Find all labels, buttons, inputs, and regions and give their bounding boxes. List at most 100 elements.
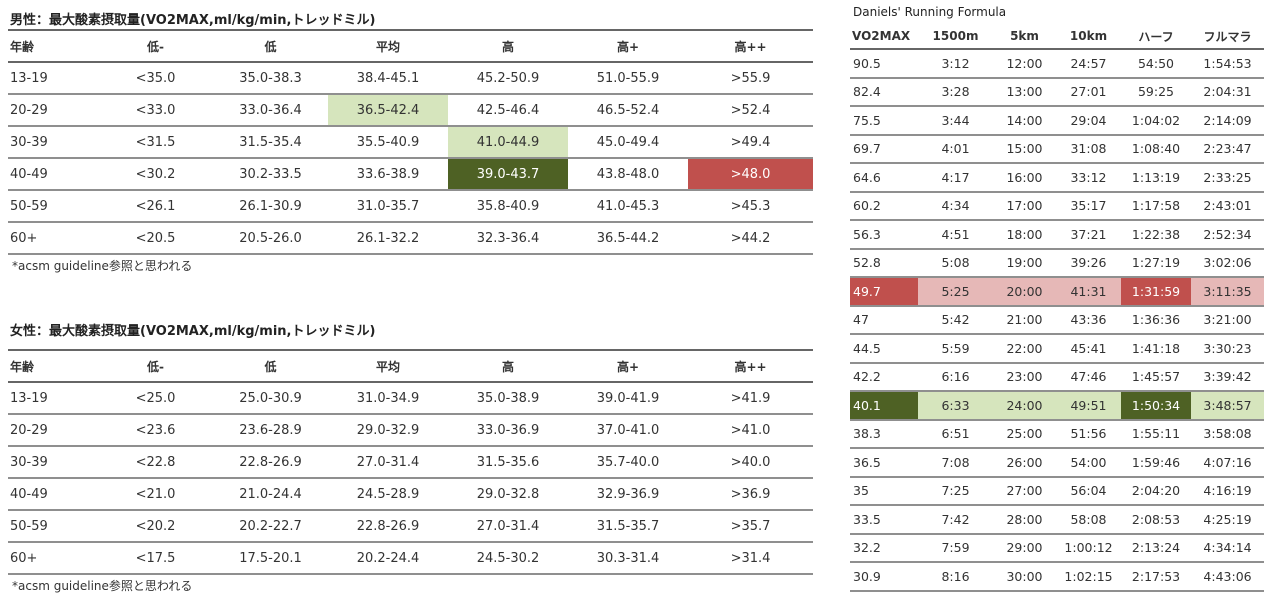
- table-cell: 45.2-50.9: [448, 62, 568, 95]
- table-cell: 1:22:38: [1121, 220, 1191, 250]
- table-cell: <30.2: [98, 158, 213, 191]
- table-row: 60+ <20.5 20.5-26.0 26.1-32.2 32.3-36.4 36.5-…: [8, 222, 813, 255]
- column-header: 低: [213, 349, 328, 383]
- table-cell: 30.3-31.4: [568, 542, 688, 575]
- male-footnote: *acsm guideline参照と思われる: [12, 259, 193, 273]
- column-header: 1500m: [918, 24, 993, 50]
- table-cell: 20.2-22.7: [213, 510, 328, 543]
- female-footnote: *acsm guideline参照と思われる: [12, 579, 193, 593]
- table-row: 32.2 7:59 29:00 1:00:12 2:13:24 4:34:14: [850, 533, 1264, 563]
- table-cell: 52.8: [850, 248, 918, 278]
- table-cell: 2:17:53: [1121, 562, 1191, 592]
- table-row: 30-39 <22.8 22.8-26.9 27.0-31.4 31.5-35.6 35.…: [8, 446, 813, 479]
- table-cell: 35: [850, 476, 918, 506]
- table-cell: 2:23:47: [1191, 134, 1264, 164]
- table-cell: 17.5-20.1: [213, 542, 328, 575]
- table-cell: 30:00: [993, 562, 1056, 592]
- table-cell: 29:00: [993, 533, 1056, 563]
- table-row: 50-59 <20.2 20.2-22.7 22.8-26.9 27.0-31.4 31.…: [8, 510, 813, 543]
- male-vo2max-table: 年齢 低- 低平均高高+ 高++ 13-19 <35.0 35.0-38.3 38.4-45…: [8, 29, 813, 255]
- table-cell: 40-49: [8, 478, 98, 511]
- header-row: VO2MAX 1500m 5km 10km ハーフ フルマラ: [850, 24, 1264, 50]
- table-cell: 60.2: [850, 191, 918, 221]
- table-cell: 43:36: [1056, 305, 1121, 335]
- table-cell: 60+: [8, 222, 98, 255]
- table-cell: 25.0-30.9: [213, 382, 328, 415]
- table-row: 90.5 3:12 12:00 24:57 54:50 1:54:53: [850, 49, 1264, 79]
- table-cell: 35.5-40.9: [328, 126, 448, 159]
- table-cell: 56.3: [850, 220, 918, 250]
- male-table-title: 男性：最大酸素摂取量(VO2MAX,ml/kg/min,トレッドミル): [10, 13, 376, 28]
- table-cell: 29.0-32.9: [328, 414, 448, 447]
- table-cell: >52.4: [688, 94, 813, 127]
- table-cell: 31.0-35.7: [328, 190, 448, 223]
- table-row: 36.5 7:08 26:00 54:00 1:59:46 4:07:16: [850, 448, 1264, 478]
- table-cell: 41.0-44.9: [448, 126, 568, 159]
- table-cell: 1:13:19: [1121, 163, 1191, 193]
- table-cell: 4:34:14: [1191, 533, 1264, 563]
- table-cell: <17.5: [98, 542, 213, 575]
- table-cell: 1:08:40: [1121, 134, 1191, 164]
- table-cell: 20.2-24.4: [328, 542, 448, 575]
- column-header: 平均: [328, 29, 448, 63]
- female-table-title: 女性：最大酸素摂取量(VO2MAX,ml/kg/min,トレッドミル): [10, 324, 376, 339]
- table-row: 33.5 7:42 28:00 58:08 2:08:53 4:25:19: [850, 505, 1264, 535]
- table-cell: 7:42: [918, 505, 993, 535]
- table-cell: 23:00: [993, 362, 1056, 392]
- table-cell: 69.7: [850, 134, 918, 164]
- table-row: 49.7 5:25 20:00 41:31 1:31:59 3:11:35: [850, 277, 1264, 307]
- header-row: 年齢 低- 低平均高高+ 高++: [8, 349, 813, 383]
- table-cell: 7:25: [918, 476, 993, 506]
- table-cell: 13:00: [993, 77, 1056, 107]
- table-cell: <31.5: [98, 126, 213, 159]
- table-cell: 32.3-36.4: [448, 222, 568, 255]
- column-header: 平均: [328, 349, 448, 383]
- table-cell: 24:57: [1056, 49, 1121, 79]
- table-cell: 45:41: [1056, 334, 1121, 364]
- table-row: 56.3 4:51 18:00 37:21 1:22:38 2:52:34: [850, 220, 1264, 250]
- table-cell: 8:16: [918, 562, 993, 592]
- table-cell: 36.5-42.4: [328, 94, 448, 127]
- table-cell: 20:00: [993, 277, 1056, 307]
- table-cell: 6:33: [918, 391, 993, 421]
- table-cell: 31.5-35.7: [568, 510, 688, 543]
- table-cell: 16:00: [993, 163, 1056, 193]
- table-cell: 4:51: [918, 220, 993, 250]
- table-cell: 3:28: [918, 77, 993, 107]
- table-row: 20-29 <23.6 23.6-28.9 29.0-32.9 33.0-36.9 37.…: [8, 414, 813, 447]
- table-cell: 51:56: [1056, 419, 1121, 449]
- table-cell: 39.0-43.7: [448, 158, 568, 191]
- table-cell: 3:11:35: [1191, 277, 1264, 307]
- table-cell: 20-29: [8, 94, 98, 127]
- table-cell: 26.1-32.2: [328, 222, 448, 255]
- table-cell: 6:51: [918, 419, 993, 449]
- table-cell: 3:48:57: [1191, 391, 1264, 421]
- table-cell: >44.2: [688, 222, 813, 255]
- table-cell: 27.0-31.4: [448, 510, 568, 543]
- table-cell: 39:26: [1056, 248, 1121, 278]
- table-cell: 35.0-38.9: [448, 382, 568, 415]
- table-row: 13-19 <35.0 35.0-38.3 38.4-45.1 45.2-50.9 51.…: [8, 62, 813, 95]
- table-cell: <20.5: [98, 222, 213, 255]
- table-cell: 1:31:59: [1121, 277, 1191, 307]
- table-cell: 44.5: [850, 334, 918, 364]
- female-vo2max-table: 年齢 低- 低平均高高+ 高++ 13-19 <25.0 25.0-30.9 31.0-34…: [8, 349, 813, 575]
- table-cell: 23.6-28.9: [213, 414, 328, 447]
- column-header: 10km: [1056, 24, 1121, 50]
- table-cell: 22.8-26.9: [328, 510, 448, 543]
- table-cell: 2:14:09: [1191, 106, 1264, 136]
- table-cell: 1:00:12: [1056, 533, 1121, 563]
- table-cell: <25.0: [98, 382, 213, 415]
- column-header: 年齢: [8, 349, 98, 383]
- daniels-running-formula-table: VO2MAX 1500m 5km 10km ハーフ フルマラ 90.5 3:12 12:00 2…: [850, 24, 1264, 592]
- table-cell: 40-49: [8, 158, 98, 191]
- table-cell: >49.4: [688, 126, 813, 159]
- table-cell: 31.0-34.9: [328, 382, 448, 415]
- table-cell: 22:00: [993, 334, 1056, 364]
- table-cell: 30.2-33.5: [213, 158, 328, 191]
- table-cell: 3:58:08: [1191, 419, 1264, 449]
- table-cell: 3:12: [918, 49, 993, 79]
- table-cell: 18:00: [993, 220, 1056, 250]
- table-cell: 4:01: [918, 134, 993, 164]
- table-cell: 29.0-32.8: [448, 478, 568, 511]
